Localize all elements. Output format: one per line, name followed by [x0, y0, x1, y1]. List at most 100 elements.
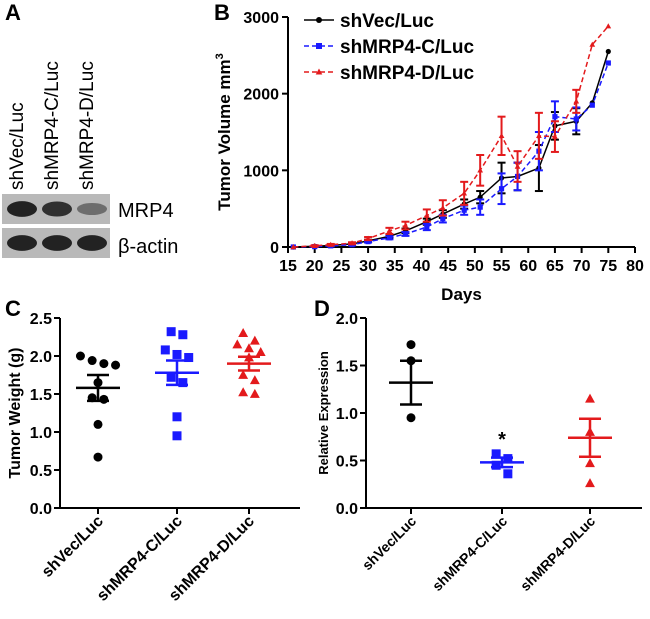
- data-point-shmrp4-c-luc: [491, 449, 501, 459]
- y-tick-label: 0.5: [336, 454, 358, 471]
- data-point-shmrp4-d-luc: [477, 167, 484, 173]
- data-point-shmrp4-d-luc: [238, 328, 249, 338]
- data-point-shmrp4-c-luc: [166, 372, 176, 382]
- data-point-shvec-luc: [93, 452, 103, 462]
- y-tick-label: 2.0: [336, 311, 358, 328]
- data-point-shmrp4-d-luc: [589, 41, 596, 47]
- x-tick-label: 65: [546, 258, 564, 275]
- data-point-shmrp4-d-luc: [349, 240, 355, 246]
- x-tick-label-shvec-luc: shVec/Luc: [39, 513, 107, 581]
- data-point-shmrp4-c-luc: [386, 235, 393, 241]
- data-point-shmrp4-d-luc: [290, 244, 297, 250]
- x-tick-label: 20: [306, 258, 324, 275]
- y-tick-label: 1.5: [30, 387, 52, 404]
- data-point-shmrp4-c-luc: [178, 378, 188, 388]
- data-point-shmrp4-c-luc: [552, 114, 558, 120]
- x-tick-label-shmrp4-c-luc: shMRP4-C/Luc: [429, 513, 510, 594]
- data-point-shmrp4-c-luc: [477, 204, 483, 210]
- data-point-shmrp4-c-luc: [160, 345, 170, 355]
- data-point-shmrp4-d-luc: [585, 393, 595, 403]
- data-point-shmrp4-d-luc: [498, 132, 505, 139]
- panel-a-letter: A: [5, 0, 21, 25]
- data-point-shmrp4-d-luc: [238, 369, 249, 379]
- y-axis-title: Tumor Weight (g): [7, 348, 24, 479]
- y-axis-title: Tumor Volume mm3: [214, 53, 234, 211]
- y-axis-title: Relative Expression: [316, 351, 331, 475]
- data-point-shmrp4-c-luc: [424, 224, 430, 230]
- y-tick-label: 2.0: [30, 349, 52, 366]
- y-tick-label: 1.5: [336, 359, 358, 376]
- y-tick-label: 0: [270, 240, 279, 257]
- data-point-shvec-luc: [605, 48, 611, 55]
- x-tick-label: 15: [279, 258, 297, 275]
- y-tick-label: 1.0: [30, 425, 52, 442]
- y-tick-label: 0.5: [30, 463, 52, 480]
- x-tick-label: 60: [519, 258, 537, 275]
- blot-label-actin: β-actin: [118, 236, 179, 258]
- y-tick-label: 2.5: [30, 311, 52, 328]
- x-tick-label-shvec-luc: shVec/Luc: [359, 513, 419, 573]
- y-tick-label: 3000: [243, 10, 279, 27]
- data-point-shvec-luc: [75, 351, 85, 361]
- blot-svg: [2, 194, 110, 258]
- band-actin-3: [77, 235, 107, 251]
- data-point-shmrp4-d-luc: [386, 227, 393, 234]
- legend-label-shmrp4-d-luc: shMRP4-D/Luc: [340, 63, 475, 84]
- data-point-shmrp4-d-luc: [249, 388, 260, 398]
- x-tick-label: 70: [573, 258, 591, 275]
- tumor-growth-chart: 0 1000 2000 3000 15 20 25 30 35 40 45 50 55 60 65 70 75 8…: [214, 10, 644, 304]
- panel-c-letter: C: [5, 296, 21, 321]
- x-tick-label: 55: [493, 258, 511, 275]
- band-mrp4-1: [7, 201, 37, 217]
- data-point-shmrp4-d-luc: [439, 204, 446, 211]
- legend-marker-shmrp4-c-luc: [316, 43, 322, 49]
- data-point-shmrp4-d-luc: [514, 163, 521, 169]
- data-point-shmrp4-d-luc: [311, 242, 318, 249]
- legend-marker-shmrp4-d-luc: [315, 68, 323, 75]
- y-tick-label: 0.0: [336, 501, 358, 518]
- data-point-shmrp4-c-luc: [605, 60, 611, 66]
- series-line-shmrp4-c-luc: [293, 62, 610, 248]
- data-point-shmrp4-d-luc: [585, 478, 595, 488]
- x-tick-label: 35: [386, 258, 404, 275]
- data-point-shmrp4-d-luc: [552, 133, 558, 139]
- data-point-shmrp4-d-luc: [585, 458, 595, 468]
- data-point-shmrp4-c-luc: [365, 239, 371, 245]
- data-point-shvec-luc: [99, 394, 109, 404]
- data-point-shmrp4-d-luc: [402, 222, 409, 228]
- data-point-shmrp4-c-luc: [498, 186, 505, 192]
- data-point-shvec-luc: [406, 340, 416, 350]
- band-actin-1: [7, 235, 37, 251]
- data-point-shmrp4-d-luc: [605, 23, 612, 29]
- x-tick-label: 40: [413, 258, 431, 275]
- x-tick-label: 50: [466, 258, 484, 275]
- lane-label-shvec-luc: shVec/Luc: [7, 102, 28, 190]
- y-tick-label: 1.0: [336, 406, 358, 423]
- data-point-shmrp4-c-luc: [589, 102, 595, 108]
- y-axis-title-superscript: 3: [214, 53, 226, 59]
- data-point-shmrp4-c-luc: [491, 460, 501, 470]
- data-point-shvec-luc: [406, 413, 416, 423]
- significance-star: *: [498, 429, 506, 451]
- x-tick-label: 45: [439, 258, 457, 275]
- data-point-shvec-luc: [99, 359, 109, 369]
- data-point-shmrp4-d-luc: [536, 132, 542, 139]
- data-point-shmrp4-d-luc: [327, 241, 334, 247]
- x-tick-label-shmrp4-d-luc: shMRP4-D/Luc: [517, 513, 598, 594]
- data-point-shmrp4-d-luc: [573, 98, 580, 104]
- data-point-shmrp4-d-luc: [249, 375, 260, 385]
- panel-b-letter: B: [214, 0, 230, 25]
- lane-label-shmrp4-c-luc: shMRP4-C/Luc: [42, 61, 63, 190]
- x-tick-label: 25: [332, 258, 350, 275]
- data-point-shmrp4-d-luc: [238, 387, 249, 397]
- x-tick-label: 80: [626, 258, 644, 275]
- data-point-shmrp4-d-luc: [232, 339, 243, 349]
- legend-label-shmrp4-c-luc: shMRP4-C/Luc: [340, 37, 475, 58]
- data-point-shmrp4-c-luc: [461, 207, 467, 213]
- lane-label-shmrp4-d-luc: shMRP4-D/Luc: [77, 61, 98, 190]
- data-point-shmrp4-d-luc: [255, 347, 266, 357]
- blot-label-mrp4: MRP4: [118, 200, 174, 222]
- band-mrp4-2: [42, 201, 72, 217]
- band-actin-2: [42, 235, 72, 251]
- x-tick-label: 30: [359, 258, 377, 275]
